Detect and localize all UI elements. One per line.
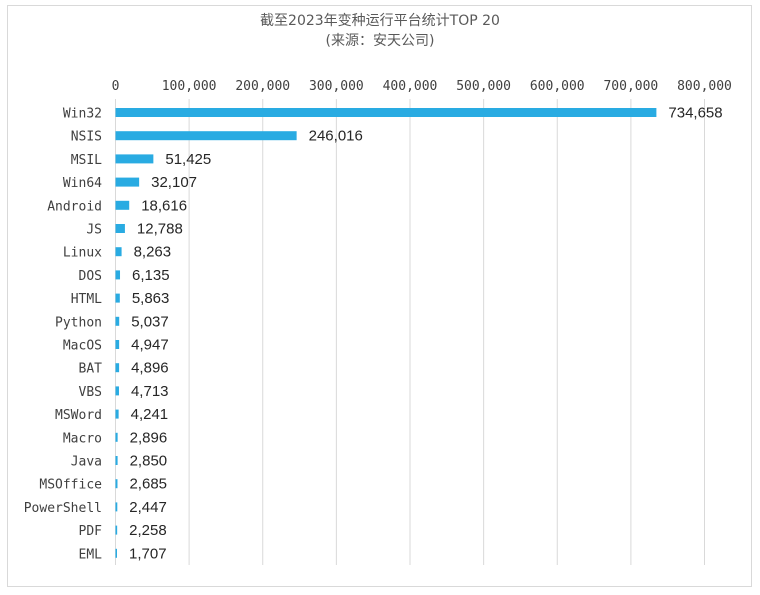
data-label: 8,263 bbox=[134, 244, 172, 261]
category-label: PDF bbox=[79, 524, 103, 539]
chart-subtitle: (来源：安天公司) bbox=[326, 33, 435, 49]
bar bbox=[115, 270, 121, 280]
bar bbox=[115, 247, 122, 257]
data-label: 18,616 bbox=[141, 197, 187, 214]
data-label: 32,107 bbox=[151, 174, 197, 191]
bar bbox=[115, 131, 297, 141]
category-labels: Win32 NSIS MSIL Win64 Android JS Linux DOS HTML P… bbox=[24, 107, 102, 563]
category-label: MSOffice bbox=[39, 478, 102, 493]
data-label: 2,850 bbox=[130, 453, 168, 470]
category-label: PowerShell bbox=[24, 501, 102, 516]
category-label: MacOS bbox=[63, 339, 102, 354]
bar bbox=[115, 200, 130, 210]
category-label: VBS bbox=[79, 385, 102, 400]
x-tick-label: 100,000 bbox=[162, 79, 217, 94]
x-tick-label: 800,000 bbox=[677, 79, 732, 94]
x-axis-ticks: 0 100,000 200,000 300,000 400,000 500,000 600,… bbox=[112, 79, 732, 94]
data-label: 4,713 bbox=[131, 383, 169, 400]
category-label: Linux bbox=[63, 246, 102, 261]
bars bbox=[115, 108, 657, 558]
x-tick-label: 400,000 bbox=[383, 79, 438, 94]
data-label: 734,658 bbox=[668, 105, 722, 122]
data-label: 6,135 bbox=[132, 267, 170, 284]
data-label: 4,896 bbox=[131, 360, 169, 377]
category-label: MSIL bbox=[71, 153, 102, 168]
x-tick-label: 600,000 bbox=[530, 79, 585, 94]
category-label: HTML bbox=[71, 292, 102, 307]
category-label: Android bbox=[47, 199, 102, 214]
category-label: Python bbox=[55, 315, 102, 330]
chart-frame: 截至2023年变种运行平台统计TOP 20 (来源：安天公司) 0 100,000… bbox=[7, 5, 752, 587]
category-label: Win64 bbox=[63, 176, 102, 191]
bar bbox=[115, 293, 120, 303]
value-labels: 734,658 246,016 51,425 32,107 18,616 12,788 8,… bbox=[129, 105, 723, 563]
x-tick-label: 500,000 bbox=[456, 79, 511, 94]
bar bbox=[115, 409, 119, 419]
data-label: 51,425 bbox=[165, 151, 211, 168]
bar bbox=[115, 224, 125, 233]
data-label: 2,258 bbox=[129, 522, 167, 539]
category-label: MSWord bbox=[55, 408, 102, 423]
data-label: 1,707 bbox=[129, 545, 167, 562]
x-tick-label: 200,000 bbox=[235, 79, 290, 94]
bar bbox=[115, 386, 119, 396]
category-label: BAT bbox=[79, 362, 103, 377]
category-label: EML bbox=[79, 547, 103, 562]
bar bbox=[115, 456, 118, 465]
bar bbox=[115, 548, 117, 558]
data-label: 2,447 bbox=[129, 499, 167, 516]
category-label: JS bbox=[86, 223, 102, 238]
bar bbox=[115, 502, 118, 512]
x-tick-label: 0 bbox=[112, 79, 120, 94]
gridlines bbox=[115, 99, 705, 565]
category-label: NSIS bbox=[71, 130, 102, 145]
category-label: Java bbox=[71, 455, 102, 470]
category-label: Win32 bbox=[63, 107, 102, 122]
data-label: 4,241 bbox=[131, 406, 169, 423]
bar bbox=[115, 525, 118, 535]
bar bbox=[115, 479, 118, 489]
data-label: 12,788 bbox=[137, 221, 183, 238]
data-label: 246,016 bbox=[309, 128, 363, 145]
data-label: 5,037 bbox=[131, 313, 169, 330]
bar bbox=[115, 108, 657, 117]
data-label: 5,863 bbox=[132, 290, 170, 307]
bar bbox=[115, 363, 120, 373]
bar bbox=[115, 154, 154, 164]
bar bbox=[115, 177, 140, 187]
data-label: 4,947 bbox=[131, 337, 169, 354]
bar-chart: 截至2023年变种运行平台统计TOP 20 (来源：安天公司) 0 100,000… bbox=[24, 13, 732, 565]
data-label: 2,896 bbox=[130, 429, 168, 446]
x-tick-label: 700,000 bbox=[603, 79, 658, 94]
category-label: Macro bbox=[63, 431, 102, 446]
chart-title: 截至2023年变种运行平台统计TOP 20 bbox=[260, 13, 500, 29]
x-tick-label: 300,000 bbox=[309, 79, 364, 94]
bar bbox=[115, 432, 118, 442]
bar bbox=[115, 316, 120, 326]
category-label: DOS bbox=[79, 269, 102, 284]
data-label: 2,685 bbox=[129, 476, 167, 493]
bar bbox=[115, 340, 120, 349]
